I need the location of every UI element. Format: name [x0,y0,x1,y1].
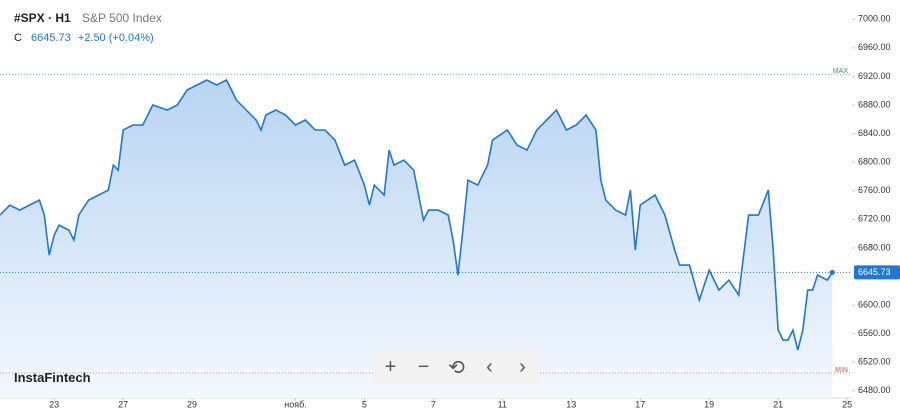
y-tick-label: 6880.00 [858,99,891,109]
y-tick-label: 6520.00 [858,357,891,367]
logo: InstaFintech [14,370,91,385]
price-tag-label: 6645.73 [858,267,891,277]
zoom-out[interactable]: − [417,355,430,378]
last-point [829,269,835,275]
y-tick-label: 6680.00 [858,242,891,252]
scroll-right[interactable]: › [519,355,526,378]
change: +2.50 (+0.04%) [77,32,154,44]
y-tick-label: 6960.00 [858,42,891,52]
x-tick-label: 17 [635,399,645,409]
instrument-name: S&P 500 Index [82,11,162,25]
x-tick-label: 5 [362,399,367,409]
y-axis-bg [852,0,900,398]
symbol: #SPX · H1 [14,11,71,25]
x-tick-label: 21 [773,399,783,409]
reset[interactable]: ⟲ [448,356,465,379]
x-tick-label: 19 [704,399,714,409]
price-line [0,78,833,351]
scroll-left[interactable]: ‹ [486,355,493,378]
y-tick-label: 6800.00 [858,157,891,167]
y-tick-label: 6760.00 [858,185,891,195]
y-tick-label: 6720.00 [858,214,891,224]
price-tag [854,265,900,280]
close-value: 6645.73 [31,32,71,44]
y-tick-label: 6840.00 [858,128,891,138]
x-tick-label: 25 [842,399,852,409]
y-tick-label: 6920.00 [858,71,891,81]
y-tick-label: 7000.00 [858,14,891,24]
x-tick-label: 11 [498,399,507,409]
toolbar: + − ⟲ ‹ › [374,350,540,384]
max-line-label: MAX [833,68,849,75]
y-tick-label: 6480.00 [858,385,891,395]
x-tick-label: нояб. [284,399,307,409]
x-tick-label: 7 [431,399,436,409]
x-tick-label: 29 [187,399,197,409]
close-label: C [14,32,22,44]
zoom-in[interactable]: + [384,355,397,378]
min-line-label: MIN [835,367,848,374]
quote-row: C 6645.73 +2.50 (+0.04%) [14,32,154,44]
header-row: #SPX · H1 S&P 500 Index [14,11,162,25]
y-tick-label: 6600.00 [858,299,891,309]
area-fill [0,80,833,398]
x-tick-label: 27 [118,399,128,409]
y-tick-label: 6560.00 [858,328,891,338]
x-tick-label: 13 [566,399,576,409]
x-tick-label: 23 [49,399,59,409]
